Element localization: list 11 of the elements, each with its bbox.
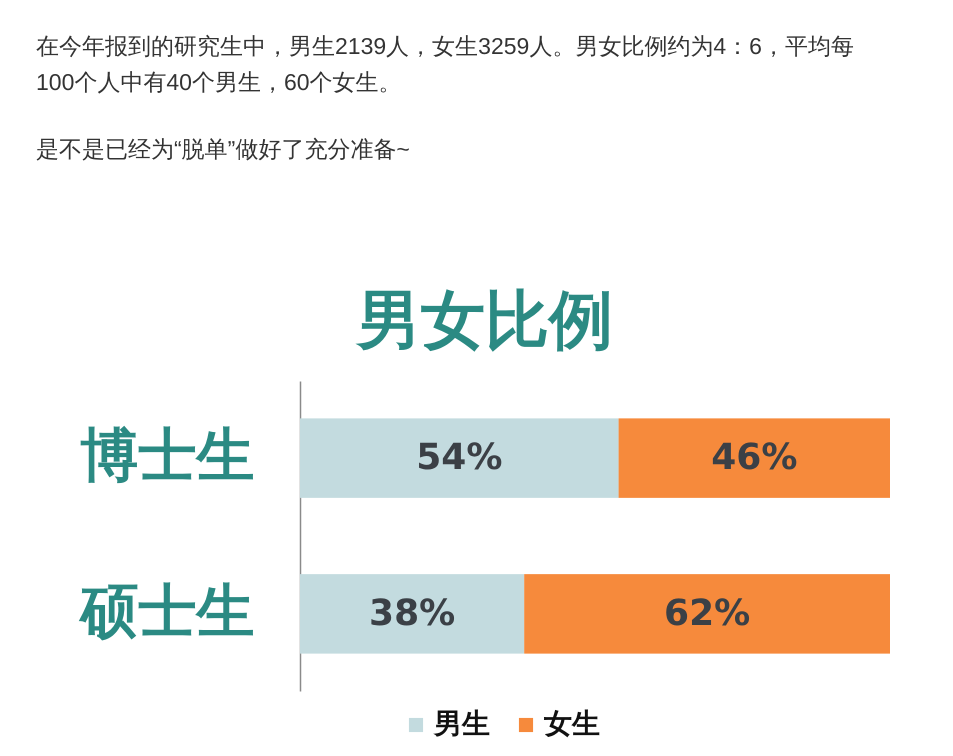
data-label: 54% [416,437,502,478]
y-tick-label: 博士生 [80,423,254,488]
data-label: 46% [711,437,798,478]
data-label: 62% [664,592,750,634]
chart-title: 男女比例 [355,284,613,356]
data-label: 38% [369,592,456,634]
y-tick-label: 硕士生 [78,578,254,644]
text: 在今年报到的研究生中，男生2139人，女生3259人。男女比例约为4：6，平均每100个人中有40个男生，60个女生。 [36,33,854,95]
legend-label: 女生 [543,708,600,739]
legend-label: 男生 [433,708,490,739]
text: 是不是已经为“脱单”做好了充分准备~ [36,136,410,162]
